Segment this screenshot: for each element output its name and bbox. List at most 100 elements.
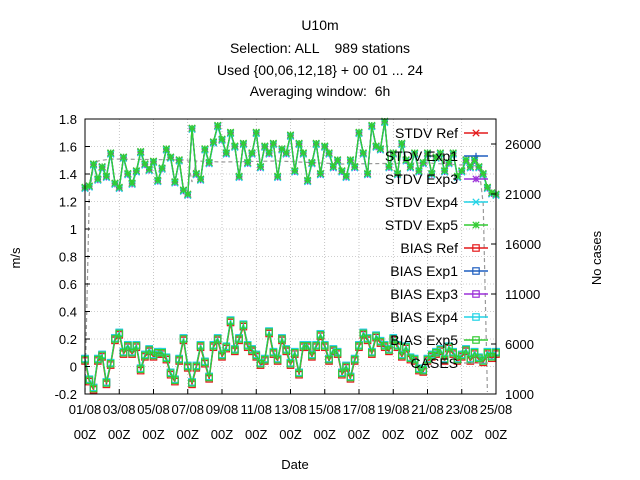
data-point-marker [472,244,480,252]
data-point-marker [419,158,427,167]
data-point-marker [472,198,480,206]
data-point-marker [342,172,350,180]
x-tick-label-date: 11/08 [240,402,272,417]
data-point-marker [188,379,196,387]
y-tick-label: 1.8 [59,112,77,127]
legend-label: STDV Exp5 [385,217,458,233]
legend-label: BIAS Ref [400,240,458,256]
data-point-marker [479,169,487,178]
data-point-marker [171,178,179,186]
data-point-marker [419,366,428,375]
data-point-marker [376,337,385,346]
data-point-marker [252,128,260,136]
data-point-marker [132,167,141,175]
data-point-marker [158,164,166,172]
data-point-marker [273,172,282,180]
y2-tick-label: 16000 [505,237,541,252]
data-point-marker [85,376,94,385]
data-point-marker [410,149,419,157]
data-point-marker [171,376,179,385]
legend-label: STDV Ref [395,125,458,141]
y2-tick-label: 1000 [505,387,534,402]
data-point-marker [149,157,158,165]
data-point-marker [290,348,299,357]
data-point-marker [472,336,480,344]
data-point-marker [470,348,479,357]
data-point-marker [295,369,303,378]
data-point-marker [201,358,209,367]
data-point-marker [265,149,273,157]
data-point-marker [303,176,312,184]
data-point-marker [256,359,265,368]
data-point-marker [248,149,256,157]
data-point-marker [192,169,200,178]
x-tick-label-time: 00Z [177,427,199,442]
data-point-marker [119,153,128,161]
data-point-marker [457,351,466,360]
y-tick-label: 1.2 [59,195,77,210]
x-tick-label-date: 21/08 [411,402,444,417]
data-point-marker [107,149,115,157]
data-point-marker [235,335,243,343]
data-point-marker [261,142,269,150]
data-point-marker [132,342,141,350]
data-point-marker [145,165,153,173]
y2-tick-label: 11000 [505,287,540,302]
data-point-marker [136,365,145,374]
data-point-marker [154,176,162,184]
data-point-marker [119,348,128,357]
data-point-marker [128,179,136,187]
x-tick-label-time: 00Z [74,427,96,442]
data-point-marker [320,342,329,350]
legend-label: BIAS Exp3 [390,286,458,302]
data-point-marker [89,160,98,168]
data-point-marker [286,131,295,139]
data-point-marker [472,313,480,321]
x-tick-label-date: 05/08 [137,402,170,417]
legend-label: CASES [411,355,458,371]
data-point-marker [368,348,376,357]
x-tick-label-time: 00Z [211,427,233,442]
x-tick-label-date: 01/08 [69,402,102,417]
data-point-marker [316,331,325,339]
data-point-marker [273,355,282,364]
data-point-marker [239,321,248,330]
data-point-marker [316,169,325,178]
data-point-marker [453,355,462,364]
data-point-marker [321,142,329,150]
data-point-marker [475,162,483,171]
data-point-marker [472,129,480,137]
chart-subtitle-used: Used {00,06,12,18} + 00 01 ... 24 [217,62,423,78]
chart-title: U10m [301,17,339,33]
data-point-marker [269,139,278,147]
data-point-marker [231,142,239,150]
data-point-marker [312,342,320,350]
data-point-marker [295,139,303,147]
data-point-marker [325,149,333,157]
data-point-marker [128,348,136,357]
data-point-marker [389,335,398,343]
x-tick-label-date: 25/08 [480,402,513,417]
data-point-marker [389,149,397,157]
data-point-marker [196,342,205,350]
data-point-marker [115,183,123,191]
x-tick-label-date: 17/08 [343,402,376,417]
data-point-marker [205,373,213,382]
y2-tick-label: 21000 [505,187,541,202]
data-point-marker [338,167,346,175]
data-point-marker [162,354,171,363]
x-tick-label-time: 00Z [485,427,507,442]
legend-label: BIAS Exp5 [390,332,458,348]
y-tick-label: 1.6 [59,140,77,155]
data-point-marker [162,145,171,153]
data-point-marker [466,162,474,171]
y-tick-label: 0.6 [59,277,77,292]
data-point-marker [252,351,261,360]
data-point-marker [265,328,273,336]
x-tick-label-date: 13/08 [274,402,307,417]
data-point-marker [472,267,480,275]
data-point-marker [398,139,406,147]
data-point-marker [145,346,154,354]
data-point-marker [436,346,445,354]
